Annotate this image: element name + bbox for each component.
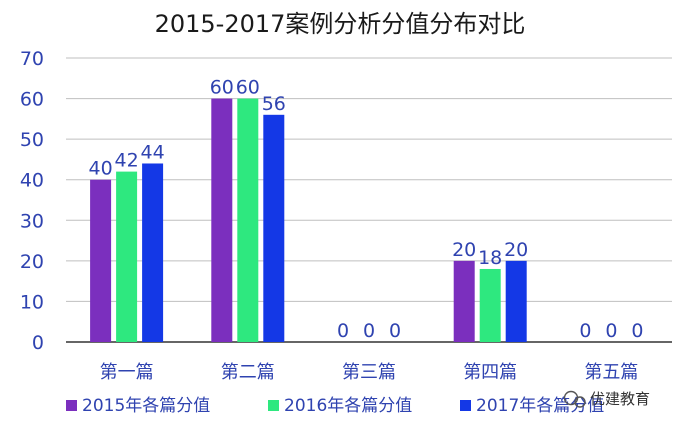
- legend-label: 2016年各篇分值: [284, 396, 412, 416]
- data-label: 44: [141, 141, 165, 163]
- data-label: 56: [262, 93, 286, 115]
- y-tick-label: 60: [20, 89, 44, 111]
- y-tick-label: 70: [20, 48, 44, 70]
- x-tick-label: 第一篇: [100, 362, 154, 383]
- legend-swatch: [268, 400, 279, 411]
- data-label: 42: [115, 150, 139, 172]
- data-label: 60: [236, 77, 260, 99]
- bar: [479, 268, 501, 342]
- y-tick-label: 20: [20, 251, 44, 273]
- legend-swatch: [460, 400, 471, 411]
- data-label: 20: [452, 239, 476, 261]
- x-tick-label: 第三篇: [342, 362, 396, 383]
- legend-label: 2015年各篇分值: [82, 396, 210, 416]
- legend-swatch: [66, 400, 77, 411]
- data-label: 0: [631, 320, 643, 342]
- data-label: 0: [363, 320, 375, 342]
- bar: [453, 260, 475, 342]
- data-label: 20: [504, 239, 528, 261]
- data-label: 40: [89, 158, 113, 180]
- data-label: 0: [389, 320, 401, 342]
- data-label: 60: [210, 77, 234, 99]
- legend-label: 2017年各篇分值: [476, 396, 604, 416]
- wechat-icon: [563, 390, 586, 408]
- bar: [90, 179, 112, 342]
- watermark-text: 优建教育: [590, 390, 650, 408]
- y-tick-label: 10: [20, 291, 44, 313]
- legend: 2015年各篇分值 2016年各篇分值 2017年各篇分值: [66, 396, 604, 416]
- x-tick-label: 第五篇: [584, 362, 638, 383]
- y-tick-label: 40: [20, 170, 44, 192]
- grid-lines: [66, 57, 672, 343]
- chart-title: 2015-2017案例分析分值分布对比: [155, 10, 526, 38]
- x-axis-ticks: 第一篇 第二篇 第三篇 第四篇 第五篇: [100, 362, 639, 383]
- x-tick-label: 第四篇: [463, 362, 517, 383]
- data-label: 0: [579, 320, 591, 342]
- data-label: 18: [478, 247, 502, 269]
- bar: [237, 98, 259, 342]
- data-label: 0: [605, 320, 617, 342]
- y-tick-label: 0: [32, 332, 44, 354]
- bar: [142, 163, 164, 342]
- watermark: 优建教育: [563, 390, 650, 408]
- data-label: 0: [337, 320, 349, 342]
- bar: [116, 171, 138, 342]
- bar: [263, 114, 285, 342]
- y-tick-label: 30: [20, 210, 44, 232]
- y-axis-ticks: 0 10 20 30 40 50 60 70: [20, 48, 44, 354]
- bars: [90, 98, 527, 342]
- x-tick-label: 第二篇: [221, 362, 275, 383]
- bar: [505, 260, 527, 342]
- y-tick-label: 50: [20, 129, 44, 151]
- bar: [211, 98, 233, 342]
